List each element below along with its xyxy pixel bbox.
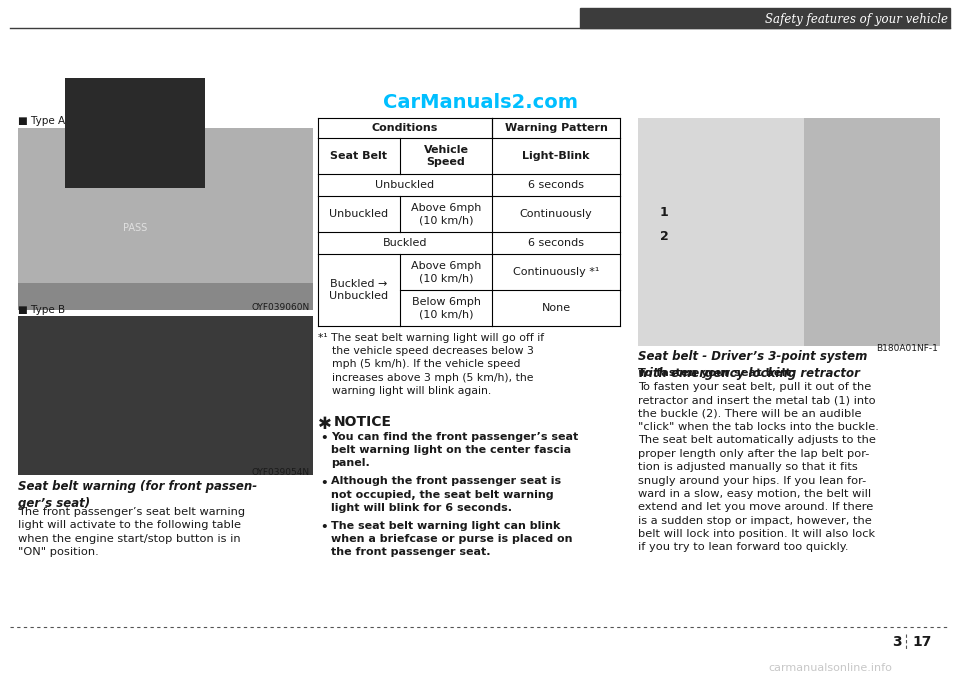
Text: 17: 17 xyxy=(912,635,931,649)
Text: Buckled →
Unbuckled: Buckled → Unbuckled xyxy=(329,279,389,301)
Text: B180A01NF-1: B180A01NF-1 xyxy=(876,344,938,353)
Text: Although the front passenger seat is
not occupied, the seat belt warning
light w: Although the front passenger seat is not… xyxy=(331,477,562,513)
Text: NOTICE: NOTICE xyxy=(334,415,392,429)
Text: Light-Blink: Light-Blink xyxy=(522,151,589,161)
Bar xyxy=(804,118,940,346)
Text: Continuously *¹: Continuously *¹ xyxy=(513,267,599,277)
Bar xyxy=(18,316,313,475)
Text: 2: 2 xyxy=(660,229,669,243)
Text: ■ Type A: ■ Type A xyxy=(18,116,65,126)
Text: The front passenger’s seat belt warning
light will activate to the following tab: The front passenger’s seat belt warning … xyxy=(18,507,245,557)
Text: Above 6mph
(10 km/h): Above 6mph (10 km/h) xyxy=(411,203,481,225)
Text: None: None xyxy=(541,303,570,313)
Text: •: • xyxy=(320,477,327,489)
Text: carmanualsonline.info: carmanualsonline.info xyxy=(768,663,892,673)
Text: CarManuals2.com: CarManuals2.com xyxy=(382,94,578,112)
Text: OYF039060N: OYF039060N xyxy=(252,303,310,312)
Text: ✱: ✱ xyxy=(318,415,332,433)
Text: •: • xyxy=(320,432,327,445)
Bar xyxy=(638,118,940,346)
Text: To fasten your seat belt:: To fasten your seat belt: xyxy=(638,368,796,378)
Text: 6 seconds: 6 seconds xyxy=(528,180,584,190)
Text: Buckled: Buckled xyxy=(383,238,427,248)
Text: 1: 1 xyxy=(660,207,669,220)
Text: PASS: PASS xyxy=(123,223,147,233)
Text: Below 6mph
(10 km/h): Below 6mph (10 km/h) xyxy=(412,297,481,319)
Text: Unbuckled: Unbuckled xyxy=(375,180,435,190)
Text: Seat belt - Driver’s 3-point system
with emergency locking retractor: Seat belt - Driver’s 3-point system with… xyxy=(638,350,868,380)
Text: 6 seconds: 6 seconds xyxy=(528,238,584,248)
Bar xyxy=(580,8,950,28)
Text: Conditions: Conditions xyxy=(372,123,438,133)
Bar xyxy=(65,78,205,188)
Text: The seat belt warning light can blink
when a briefcase or purse is placed on
the: The seat belt warning light can blink wh… xyxy=(331,521,572,557)
Text: OYF039054N: OYF039054N xyxy=(252,468,310,477)
Text: Seat belt warning (for front passen-
ger’s seat): Seat belt warning (for front passen- ger… xyxy=(18,480,257,509)
Text: *¹ The seat belt warning light will go off if
    the vehicle speed decreases be: *¹ The seat belt warning light will go o… xyxy=(318,333,544,395)
Bar xyxy=(18,128,313,310)
Text: Continuously: Continuously xyxy=(519,209,592,219)
Text: Safety features of your vehicle: Safety features of your vehicle xyxy=(765,12,948,25)
Text: •: • xyxy=(320,521,327,534)
Text: ■ Type B: ■ Type B xyxy=(18,305,65,315)
Bar xyxy=(18,282,313,310)
Text: Unbuckled: Unbuckled xyxy=(329,209,389,219)
Text: Warning Pattern: Warning Pattern xyxy=(505,123,608,133)
Text: Vehicle
Speed: Vehicle Speed xyxy=(423,145,468,167)
Text: 3: 3 xyxy=(893,635,902,649)
Text: To fasten your seat belt, pull it out of the
retractor and insert the metal tab : To fasten your seat belt, pull it out of… xyxy=(638,382,878,553)
Text: Seat Belt: Seat Belt xyxy=(330,151,388,161)
Text: You can find the front passenger’s seat
belt warning light on the center fascia
: You can find the front passenger’s seat … xyxy=(331,432,578,468)
Text: Above 6mph
(10 km/h): Above 6mph (10 km/h) xyxy=(411,261,481,283)
